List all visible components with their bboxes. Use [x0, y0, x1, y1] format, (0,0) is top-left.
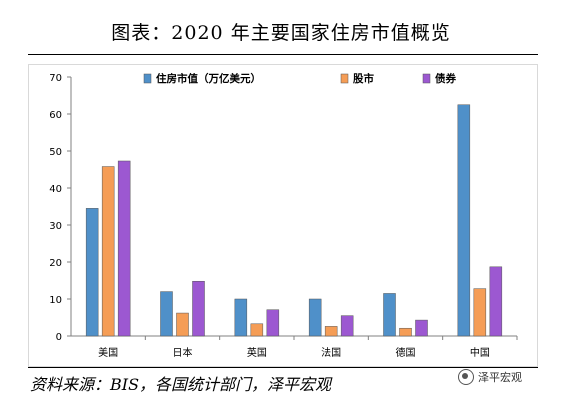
- wechat-icon: [458, 369, 474, 385]
- bar-chart: 0 10 20 30 40 50 60 70 美国 日本 英国 法国 德国 中国 住房市值（万亿美元） 股市 债…: [49, 72, 518, 359]
- y-tick-label: 40: [49, 184, 62, 195]
- y-tick-label: 70: [49, 73, 62, 84]
- y-tick-label: 30: [49, 221, 62, 232]
- y-tick-label: 20: [49, 258, 62, 269]
- bar: [192, 280, 205, 337]
- bar: [250, 323, 264, 337]
- bar: [101, 166, 115, 337]
- brand-name: 泽平宏观: [478, 371, 522, 384]
- bar: [324, 326, 338, 337]
- x-tick-label: 美国: [98, 346, 118, 359]
- chart-title: 图表：2020 年主要国家住房市值概览: [111, 22, 451, 44]
- bar: [308, 298, 322, 337]
- legend-swatch: [143, 73, 152, 84]
- bar: [473, 288, 487, 337]
- legend-swatch: [340, 73, 349, 84]
- bar: [457, 104, 471, 337]
- bar: [266, 309, 280, 337]
- bar: [117, 160, 131, 337]
- bar: [383, 293, 396, 337]
- brand-watermark: 泽平宏观: [458, 369, 522, 385]
- y-tick-label: 0: [56, 332, 62, 343]
- bar: [340, 315, 354, 337]
- legend-label: 股市: [353, 72, 374, 85]
- title-rule-top: [28, 54, 538, 55]
- y-tick-label: 50: [49, 147, 62, 158]
- bar: [234, 298, 248, 337]
- x-tick-label: 德国: [396, 346, 416, 359]
- legend-swatch: [422, 73, 431, 84]
- bar: [415, 319, 428, 337]
- legend-label: 债券: [435, 72, 456, 85]
- source-note: 资料来源：BIS，各国统计部门，泽平宏观: [30, 375, 332, 394]
- chart-frame: 0 10 20 30 40 50 60 70 美国 日本 英国 法国 德国 中国 住房市值（万亿美元） 股市 债…: [28, 64, 538, 367]
- x-tick-label: 日本: [173, 346, 193, 359]
- bar: [85, 208, 99, 337]
- bar: [160, 291, 173, 337]
- x-tick-label: 法国: [321, 346, 341, 359]
- y-tick-label: 60: [49, 110, 62, 121]
- title-rule-bottom: [28, 367, 538, 368]
- legend-label: 住房市值（万亿美元）: [156, 72, 261, 85]
- bar: [399, 327, 412, 337]
- x-tick-label: 中国: [470, 346, 490, 359]
- x-tick-label: 英国: [247, 346, 267, 359]
- y-tick-label: 10: [49, 295, 62, 306]
- bar: [176, 312, 189, 337]
- bar: [489, 266, 503, 337]
